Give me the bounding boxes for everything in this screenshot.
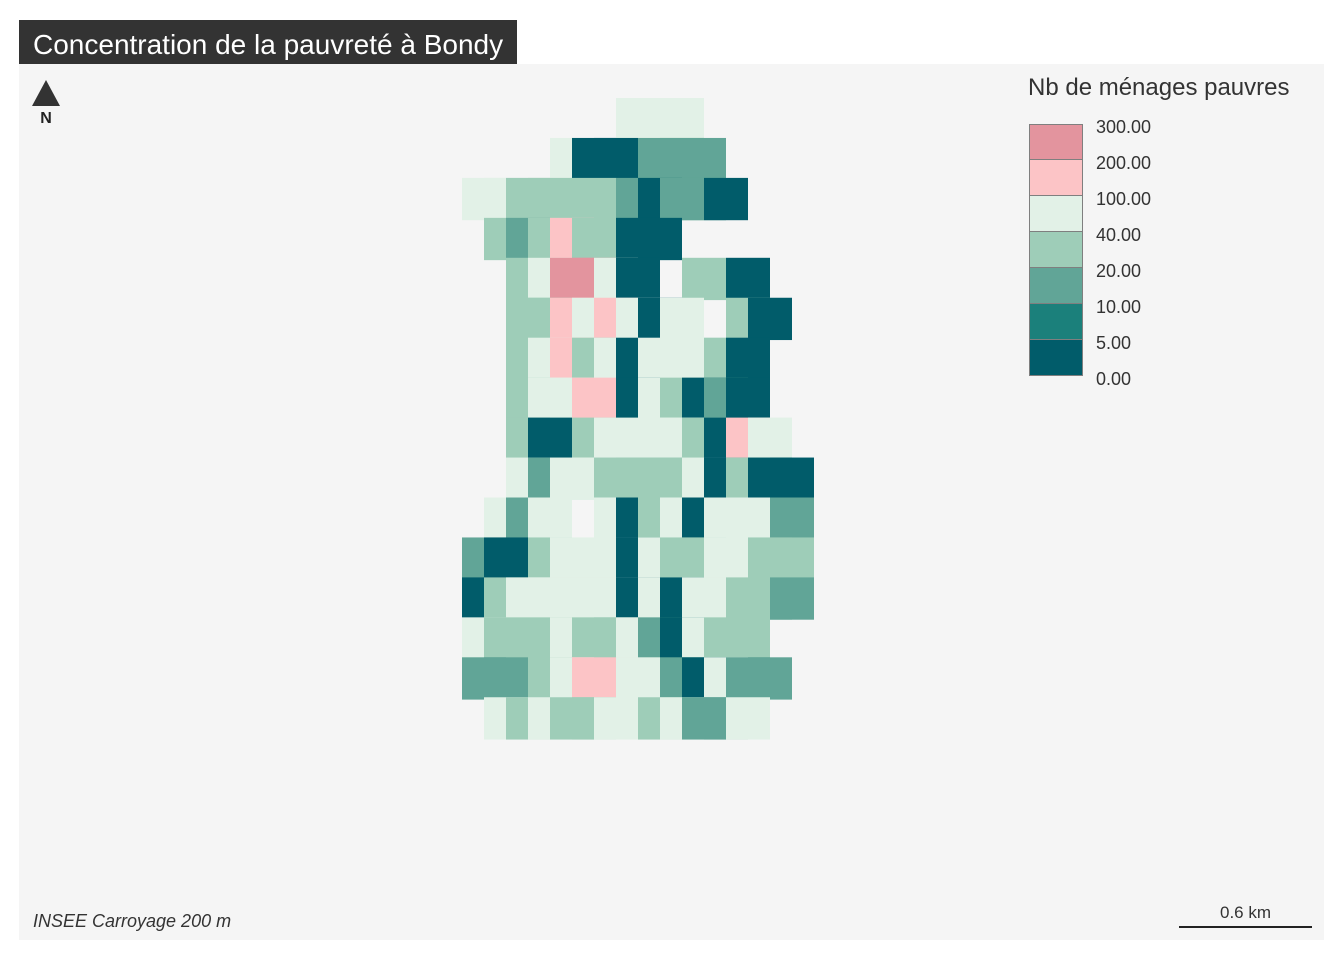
legend-break-label: 40.00	[1096, 225, 1142, 245]
grid-cell	[770, 497, 814, 540]
legend-swatch	[1029, 196, 1083, 232]
grid-cell	[704, 177, 748, 221]
legend-swatch	[1029, 124, 1083, 160]
source-note: INSEE Carroyage 200 m	[33, 911, 232, 931]
grid-cell	[726, 257, 770, 301]
grid-cell	[572, 177, 616, 221]
scale-bar-label: 0.6 km	[1219, 903, 1272, 922]
grid-cell	[770, 577, 814, 620]
grid-cell	[528, 177, 572, 221]
grid-cell	[748, 297, 792, 341]
grid-cell	[748, 657, 792, 700]
grid-cell	[726, 697, 770, 740]
legend-swatch	[1029, 304, 1083, 340]
grid-cell	[616, 657, 660, 700]
legend-swatch	[1029, 160, 1083, 196]
scale-bar: 0.6 km	[1179, 903, 1312, 931]
north-arrow-label: N	[40, 110, 52, 127]
grid-cell	[682, 257, 726, 301]
legend-swatches	[1029, 124, 1083, 376]
grid-cell	[638, 217, 682, 261]
grid-cell	[528, 497, 572, 540]
legend-break-label: 10.00	[1096, 297, 1142, 317]
grid-cell	[726, 617, 770, 660]
grid-cell	[726, 377, 770, 420]
legend-swatch	[1029, 232, 1083, 268]
grid-cell	[770, 537, 814, 580]
grid-cell	[572, 657, 616, 700]
grid-cell	[484, 537, 528, 580]
grid-cell	[528, 417, 572, 460]
legend-swatch	[1029, 268, 1083, 304]
grid-cell	[594, 137, 638, 181]
legend-break-label: 100.00	[1096, 189, 1152, 209]
north-arrow: N	[30, 80, 62, 132]
grid-cell	[616, 257, 660, 301]
grid-cell	[660, 98, 704, 141]
scale-bar-line	[1179, 926, 1312, 928]
grid-cell	[594, 417, 638, 460]
north-arrow-icon	[32, 80, 60, 106]
grid-cell	[770, 457, 814, 500]
legend-title: Nb de ménages pauvres	[1028, 74, 1290, 101]
grid-cell	[572, 217, 616, 261]
map-title: Concentration de la pauvreté à Bondy	[19, 20, 518, 64]
grid-cell	[638, 337, 682, 380]
legend-break-label: 20.00	[1096, 261, 1142, 281]
grid-cell	[726, 337, 770, 380]
legend-swatch	[1029, 340, 1083, 376]
grid-cell	[748, 417, 792, 460]
legend-break-label: 300.00	[1096, 117, 1152, 137]
grid-cell	[682, 137, 726, 181]
legend-break-label: 5.00	[1096, 333, 1132, 353]
legend-break-label: 200.00	[1096, 153, 1152, 173]
grid-cell	[484, 657, 528, 700]
legend: Nb de ménages pauvres	[1028, 74, 1328, 102]
legend-break-label: 0.00	[1096, 369, 1132, 389]
grid-cell	[660, 297, 704, 341]
grid-cell	[484, 617, 528, 660]
grid-cell	[572, 377, 616, 420]
